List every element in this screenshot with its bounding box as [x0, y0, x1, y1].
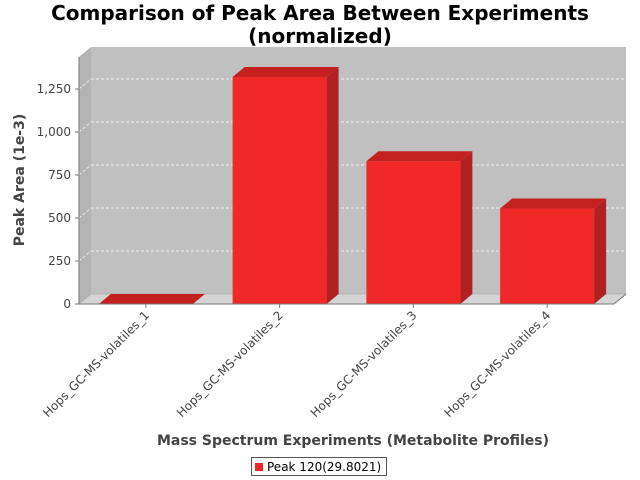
bar-front — [500, 208, 595, 304]
bar-front — [232, 76, 327, 305]
y-tick-label: 0 — [63, 297, 71, 311]
plot-area — [78, 47, 627, 305]
legend: Peak 120(29.8021) — [251, 457, 388, 476]
chart-title-line-1: Comparison of Peak Area Between Experime… — [51, 1, 589, 25]
bar-top — [98, 294, 205, 304]
x-axis-depth-line — [613, 293, 627, 305]
bar — [232, 66, 339, 305]
bar-side — [326, 66, 339, 305]
x-tick-label: Hops_GC-MS-volatiles_3 — [308, 308, 420, 420]
y-tick-label: 250 — [48, 254, 71, 268]
plot-side-wall — [79, 47, 91, 304]
legend-label: Peak 120(29.8021) — [267, 459, 382, 474]
gridline-side — [78, 207, 92, 219]
y-tick-label: 1,250 — [37, 82, 71, 96]
bar — [98, 294, 205, 304]
x-tick-label: Hops_GC-MS-volatiles_1 — [40, 308, 152, 420]
gridline-side — [78, 250, 92, 262]
x-tick-label: Hops_GC-MS-volatiles_4 — [442, 308, 554, 420]
chart-title: Comparison of Peak Area Between Experime… — [0, 2, 640, 48]
bar-side — [594, 198, 607, 304]
gridline-side — [78, 78, 92, 90]
bar — [366, 151, 473, 304]
legend-swatch — [255, 462, 263, 471]
chart-title-line-2: (normalized) — [248, 24, 392, 48]
bar-top — [500, 198, 607, 209]
bar-top — [366, 151, 473, 162]
y-tick-label: 750 — [48, 168, 71, 182]
gridline-side — [78, 164, 92, 176]
bar-front — [366, 161, 461, 304]
x-axis-label: Mass Spectrum Experiments (Metabolite Pr… — [157, 433, 549, 449]
y-axis-label: Peak Area (1e-3) — [12, 114, 28, 247]
bar — [500, 198, 607, 304]
y-tick-label: 500 — [48, 211, 71, 225]
bar-top — [232, 66, 339, 77]
y-tick-label: 1,000 — [37, 125, 71, 139]
bars — [98, 66, 607, 305]
bar-side — [460, 151, 473, 304]
gridline-side — [78, 121, 92, 133]
x-tick-label: Hops_GC-MS-volatiles_2 — [174, 308, 286, 420]
